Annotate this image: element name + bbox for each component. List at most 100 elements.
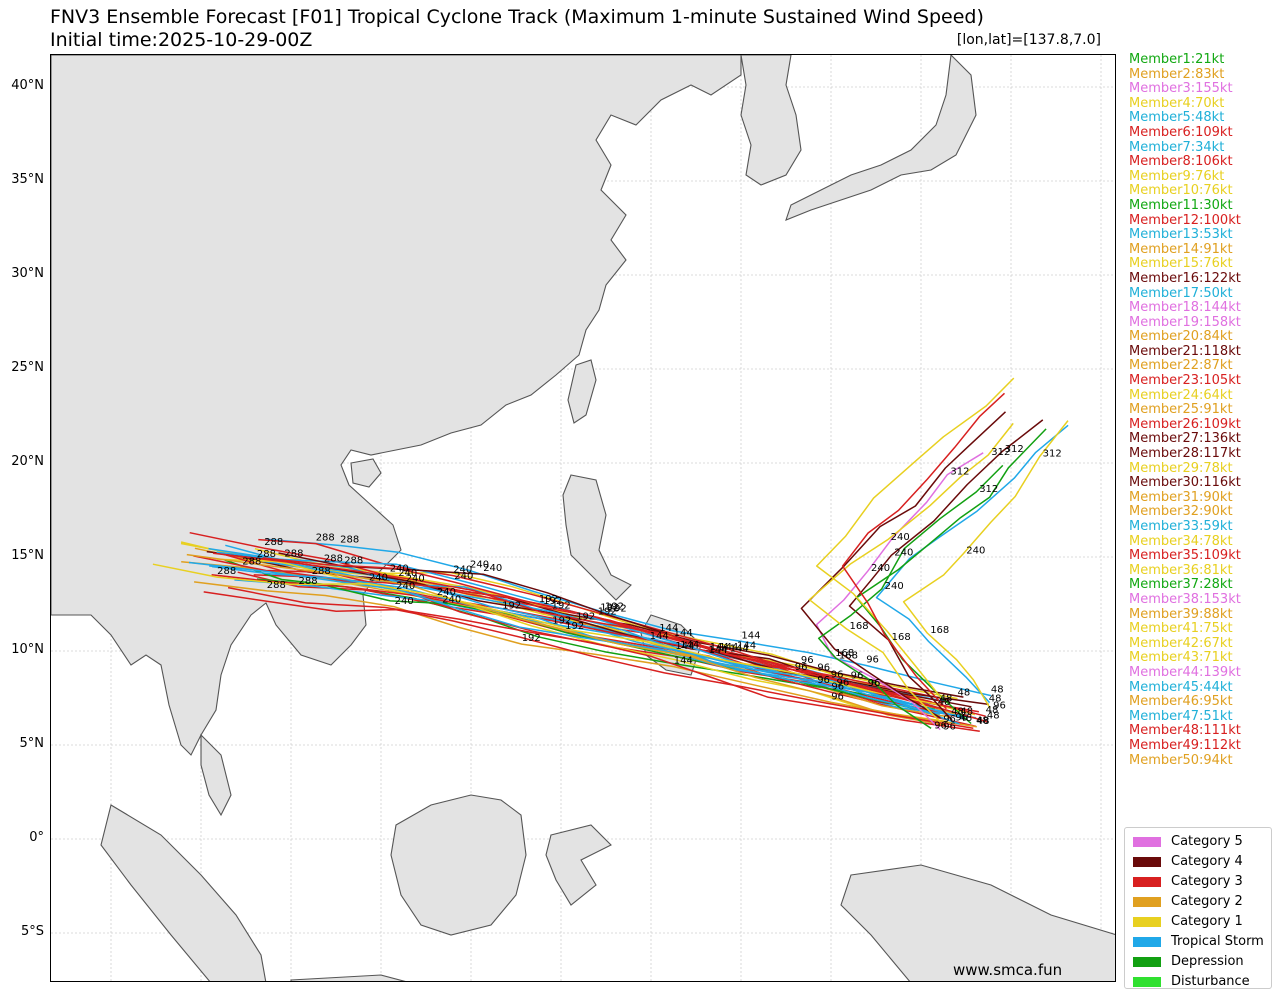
member-entry: Member29:78kt — [1129, 460, 1233, 476]
hour-label: 240 — [966, 546, 985, 557]
member-entry: Member43:71kt — [1129, 650, 1233, 666]
land-java — [290, 974, 406, 981]
hour-label: 288 — [284, 549, 303, 560]
lat-label: 10°N — [11, 642, 44, 657]
member-entry: Member35:109kt — [1129, 548, 1241, 564]
hour-label: 96 — [837, 677, 850, 688]
member-entry: Member20:84kt — [1129, 329, 1233, 345]
legend-label: Category 3 — [1171, 874, 1243, 889]
hour-label: 288 — [267, 580, 286, 591]
track-line — [227, 586, 980, 733]
member-entry: Member46:95kt — [1129, 694, 1233, 710]
lat-label: 5°S — [20, 924, 44, 939]
member-entry: Member19:158kt — [1129, 314, 1241, 330]
hour-label: 48 — [987, 711, 1000, 722]
track-line — [194, 581, 977, 728]
hour-label: 168 — [892, 632, 911, 643]
legend-swatch — [1133, 936, 1161, 947]
member-entry: Member17:50kt — [1129, 285, 1233, 301]
legend-item: Disturbance — [1133, 974, 1250, 994]
legend-label: Category 4 — [1171, 854, 1243, 869]
member-entry: Member37:28kt — [1129, 577, 1233, 593]
hour-label: 240 — [395, 596, 414, 607]
hour-label: 288 — [312, 566, 331, 577]
member-entry: Member24:64kt — [1129, 387, 1233, 403]
hour-label: 240 — [390, 563, 409, 574]
legend-label: Category 2 — [1171, 894, 1243, 909]
lat-label: 40°N — [11, 78, 44, 93]
hour-label: 48 — [986, 705, 999, 716]
member-entry: Member34:78kt — [1129, 533, 1233, 549]
track-line — [262, 557, 988, 723]
hour-label: 240 — [369, 573, 388, 584]
hour-label: 144 — [680, 640, 699, 651]
hour-label: 144 — [674, 628, 693, 639]
hour-label: 48 — [960, 713, 973, 724]
track-line — [848, 419, 1044, 722]
hour-label: 240 — [885, 581, 904, 592]
hour-label: 96 — [831, 691, 844, 702]
legend-item: Category 3 — [1133, 874, 1243, 894]
legend-swatch — [1133, 856, 1161, 867]
member-entry: Member7:34kt — [1129, 139, 1225, 155]
land-malay — [200, 733, 232, 817]
hour-label: 144 — [730, 644, 749, 655]
hour-label: 48 — [960, 706, 973, 717]
forecast-hour-labels: 4896144192240288489614419224028848961441… — [217, 444, 1062, 733]
track-line — [266, 538, 992, 697]
lonlat-readout: [lon,lat]=[137.8,7.0] — [956, 32, 1101, 48]
member-entry: Member27:136kt — [1129, 431, 1241, 447]
hour-label: 192 — [539, 594, 558, 605]
track-line — [188, 561, 941, 715]
lat-label: 25°N — [11, 360, 44, 375]
track-line — [203, 591, 974, 729]
hour-label: 312 — [1043, 449, 1062, 460]
member-entry: Member36:81kt — [1129, 562, 1233, 578]
map-canvas: 4896144192240288489614419224028848961441… — [51, 55, 1115, 981]
hour-label: 48 — [991, 685, 1004, 696]
hour-label: 240 — [891, 532, 910, 543]
map-panel[interactable]: 48 96 144 192 240 288 48 96 144 192 240 288 48 96 144 1… — [50, 54, 1116, 982]
member-list: Member1:21kt Member2:83kt Member3:155kt Mem… — [1129, 52, 1279, 768]
hour-label: 192 — [598, 606, 617, 617]
hour-label: 192 — [543, 596, 562, 607]
land-sulawesi — [545, 824, 612, 906]
member-entry: Member33:59kt — [1129, 519, 1233, 534]
hour-label: 168 — [930, 625, 949, 636]
land-asia-mainland — [51, 55, 742, 756]
track-line — [808, 422, 1014, 723]
hour-label: 96 — [934, 720, 947, 731]
lat-label: 5°N — [19, 736, 45, 751]
track-line — [213, 552, 932, 703]
landmass — [51, 55, 1115, 981]
hour-label: 192 — [502, 601, 521, 612]
chart-title: FNV3 Ensemble Forecast [F01] Tropical Cy… — [50, 6, 984, 28]
track-line — [841, 392, 1006, 710]
member-entry: Member31:90kt — [1129, 489, 1233, 505]
member-entry: Member15:76kt — [1129, 256, 1233, 272]
hour-label: 48 — [977, 716, 990, 727]
hour-label: 312 — [991, 447, 1010, 458]
lat-label: 20°N — [11, 454, 44, 469]
hour-label: 96 — [801, 655, 814, 666]
lat-label: 35°N — [11, 172, 44, 187]
hour-label: 288 — [324, 554, 343, 565]
hour-label: 312 — [950, 467, 969, 478]
legend-label: Category 1 — [1171, 914, 1243, 929]
hour-label: 288 — [242, 556, 261, 567]
member-entry: Member14:91kt — [1129, 241, 1233, 257]
hour-label: 144 — [719, 642, 738, 653]
member-entry: Member5:48kt — [1129, 110, 1225, 126]
hour-label: 240 — [437, 587, 456, 598]
hour-label: 48 — [976, 715, 989, 726]
member-entry: Member47:51kt — [1129, 708, 1233, 724]
member-entry: Member8:106kt — [1129, 154, 1233, 170]
land-borneo — [390, 794, 527, 936]
hour-label: 144 — [674, 656, 693, 667]
initial-time: Initial time:2025-10-29-00Z — [50, 29, 313, 51]
hour-label: 168 — [850, 621, 869, 632]
hour-label: 288 — [264, 537, 283, 548]
hour-label: 312 — [1005, 444, 1024, 455]
legend-swatch — [1133, 876, 1161, 887]
hour-label: 192 — [576, 612, 595, 623]
